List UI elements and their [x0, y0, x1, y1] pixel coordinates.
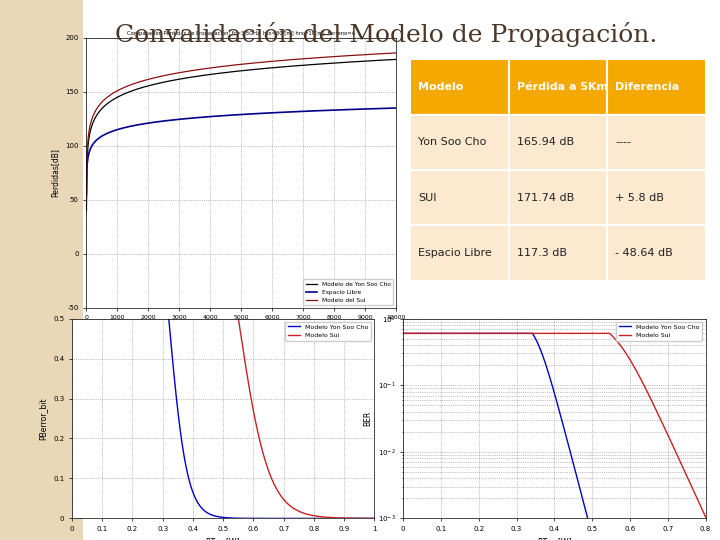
Modelo del Sui	[82, 201, 91, 207]
Modelo de Yon Soo Cho	[348, 59, 357, 65]
Espacio Libre	[82, 191, 91, 198]
Modelo Yon Soo Cho	[309, 515, 318, 522]
Modelo Sui	[635, 373, 644, 379]
Modelo Yon Soo Cho	[304, 515, 312, 522]
Modelo de Yon Soo Cho	[279, 64, 288, 70]
Line: Modelo de Yon Soo Cho: Modelo de Yon Soo Cho	[86, 59, 396, 211]
Modelo Yon Soo Cho	[201, 508, 210, 515]
Modelo Sui	[99, 116, 107, 122]
Modelo Sui	[532, 330, 541, 336]
Modelo del Sui	[317, 54, 325, 60]
Espacio Libre	[317, 107, 325, 114]
Modelo Yon Soo Cho	[430, 330, 438, 336]
Modelo Sui	[701, 514, 710, 520]
Modelo Sui	[521, 330, 530, 336]
Modelo del Sui	[262, 59, 271, 65]
X-axis label: Distancia[m]: Distancia[m]	[217, 326, 266, 335]
Legend: Modelo Yon Soo Cho, Modelo Sui: Modelo Yon Soo Cho, Modelo Sui	[285, 322, 372, 341]
Modelo Sui	[640, 383, 649, 389]
Line: Modelo Yon Soo Cho: Modelo Yon Soo Cho	[72, 119, 374, 518]
Modelo de Yon Soo Cho	[270, 64, 279, 71]
Text: Convalidación del Modelo de Propagación.: Convalidación del Modelo de Propagación.	[115, 22, 657, 46]
Modelo Yon Soo Cho	[275, 515, 284, 522]
Modelo de Yon Soo Cho	[101, 102, 109, 109]
Modelo Yon Soo Cho	[532, 338, 541, 344]
Espacio Libre	[392, 105, 400, 111]
Modelo de Yon Soo Cho	[392, 56, 400, 63]
Legend: Modelo Yon Soo Cho, Modelo Sui: Modelo Yon Soo Cho, Modelo Sui	[616, 322, 703, 341]
Modelo del Sui	[270, 58, 279, 64]
Line: Espacio Libre: Espacio Libre	[86, 108, 396, 194]
Modelo Yon Soo Cho	[99, 116, 107, 123]
Modelo Sui	[400, 330, 408, 336]
Espacio Libre	[270, 110, 279, 116]
Modelo Sui	[275, 491, 284, 497]
Espacio Libre	[348, 106, 357, 113]
Line: Modelo Yon Soo Cho: Modelo Yon Soo Cho	[404, 333, 706, 540]
Line: Modelo del Sui: Modelo del Sui	[86, 53, 396, 204]
Line: Modelo Sui: Modelo Sui	[72, 119, 374, 518]
Modelo del Sui	[279, 57, 288, 64]
X-axis label: PT_x [W]: PT_x [W]	[538, 538, 571, 540]
Modelo Yon Soo Cho	[400, 330, 408, 336]
Modelo Yon Soo Cho	[190, 492, 199, 499]
Modelo del Sui	[392, 50, 400, 56]
Espacio Libre	[101, 131, 109, 137]
Title: Comparación Pérdidas de Propagación, fc=3.5GHz  htx=30 [m] hrx=10[m]  terreno=A: Comparación Pérdidas de Propagación, fc=…	[127, 31, 356, 36]
Modelo Sui	[201, 156, 210, 162]
Modelo Yon Soo Cho	[370, 515, 379, 522]
Line: Modelo Sui: Modelo Sui	[404, 333, 706, 517]
Y-axis label: PBerror_bit: PBerror_bit	[39, 397, 48, 440]
Modelo Sui	[607, 332, 616, 338]
Modelo Yon Soo Cho	[521, 330, 530, 336]
Espacio Libre	[279, 109, 288, 116]
Modelo de Yon Soo Cho	[317, 60, 325, 67]
Modelo Sui	[309, 512, 318, 519]
Espacio Libre	[262, 110, 271, 116]
Modelo de Yon Soo Cho	[82, 207, 91, 214]
Modelo Yon Soo Cho	[68, 116, 76, 122]
Modelo Sui	[370, 515, 379, 522]
Y-axis label: Perdidas[dB]: Perdidas[dB]	[50, 148, 60, 197]
Modelo Sui	[304, 511, 312, 518]
Legend: Modelo de Yon Soo Cho, Espacio Libre, Modelo del Sui: Modelo de Yon Soo Cho, Espacio Libre, Mo…	[303, 279, 393, 305]
Modelo de Yon Soo Cho	[262, 65, 271, 72]
Modelo del Sui	[348, 52, 357, 59]
X-axis label: PT_x [W]: PT_x [W]	[207, 538, 240, 540]
Modelo del Sui	[101, 96, 109, 102]
Modelo Sui	[430, 330, 438, 336]
Modelo Sui	[190, 136, 199, 143]
Y-axis label: BER: BER	[363, 411, 372, 426]
Modelo Sui	[68, 116, 76, 122]
